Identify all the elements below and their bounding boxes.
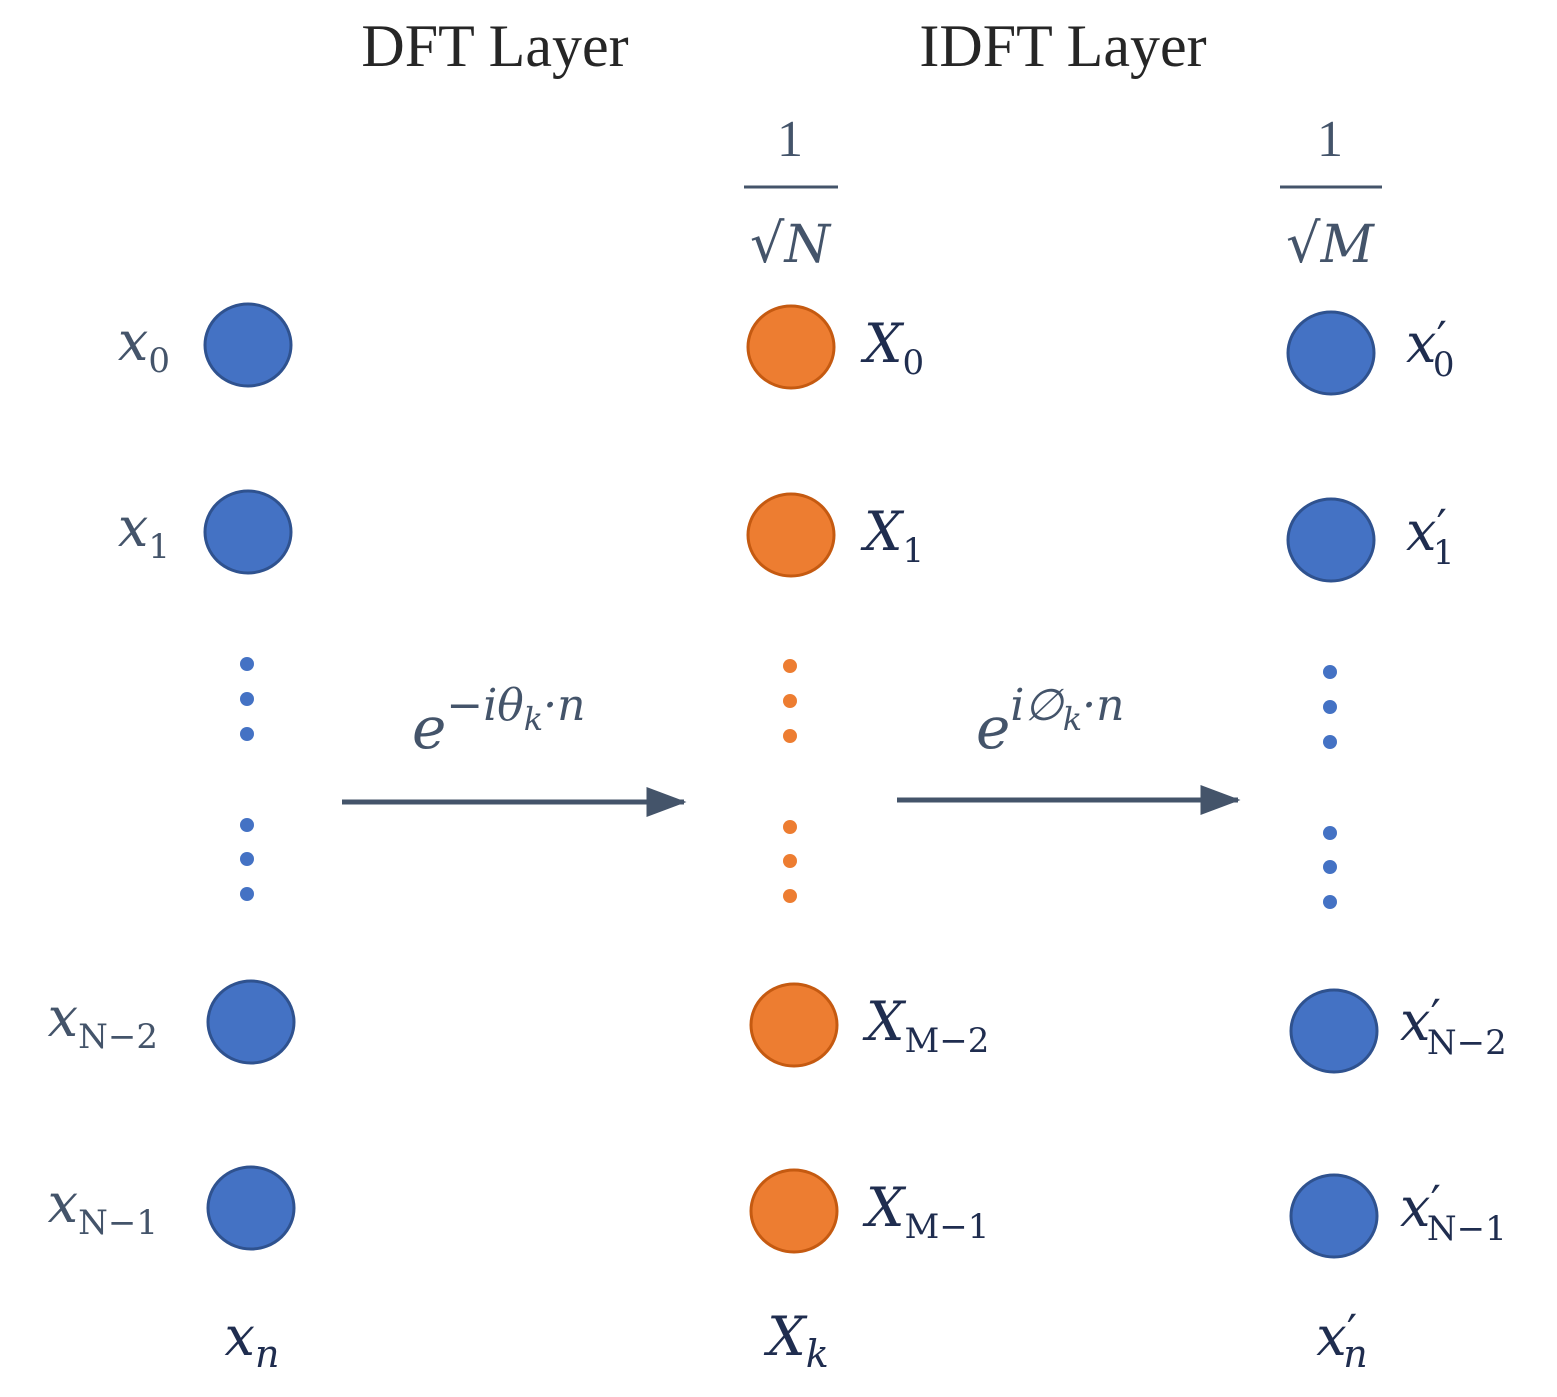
middle-column: X0 X1 XM−2 XM−1 Xk — [746, 304, 989, 1376]
input-label-n-minus-2: xN−2 — [48, 986, 158, 1057]
output-label-1: x′1 — [1406, 499, 1455, 573]
output-ellipsis-upper — [1323, 665, 1337, 749]
middle-ellipsis-upper — [783, 659, 797, 743]
input-label-n-minus-1: xN−1 — [48, 1172, 158, 1243]
input-node-n-minus-2 — [206, 979, 296, 1065]
middle-label-0: X0 — [860, 312, 924, 383]
scale-n-denominator: √N — [750, 212, 831, 275]
output-bottom-label: x′n — [1316, 1304, 1367, 1376]
middle-node-m-minus-2 — [749, 982, 839, 1068]
output-label-0: x′0 — [1406, 311, 1455, 385]
idft-transform: ei∅k·n — [897, 680, 1241, 815]
output-node-n-minus-2 — [1289, 988, 1379, 1074]
scale-factor-m: 1 √M — [1280, 111, 1382, 275]
dft-transform: e−iθk·n — [342, 680, 687, 817]
scale-n-numerator: 1 — [777, 111, 803, 168]
scale-n-radicand: N — [782, 215, 831, 275]
input-label-0: x0 — [118, 310, 170, 381]
middle-ellipsis-lower — [783, 820, 797, 903]
scale-m-radical: √ — [1286, 212, 1321, 275]
scale-m-denominator: √M — [1286, 212, 1375, 275]
output-label-n-minus-2: x′N−2 — [1400, 989, 1507, 1063]
dft-layer-title: DFT Layer — [361, 13, 628, 79]
input-ellipsis-upper — [240, 657, 254, 741]
input-ellipsis-lower — [240, 818, 254, 901]
input-node-1 — [203, 489, 293, 575]
input-node-0 — [203, 302, 293, 388]
dft-formula: e−iθk·n — [412, 680, 585, 762]
middle-node-m-minus-1 — [749, 1168, 839, 1254]
middle-label-m-minus-2: XM−2 — [862, 990, 989, 1061]
input-column: x0 x1 xN−2 xN−1 xn — [48, 302, 296, 1376]
middle-node-1 — [746, 492, 836, 578]
idft-formula: ei∅k·n — [976, 680, 1124, 762]
middle-label-m-minus-1: XM−1 — [862, 1176, 989, 1247]
input-node-n-minus-1 — [206, 1165, 296, 1251]
output-node-n-minus-1 — [1289, 1173, 1379, 1259]
output-node-0 — [1286, 310, 1376, 396]
middle-label-1: X1 — [860, 500, 924, 571]
middle-bottom-label: Xk — [763, 1305, 828, 1376]
middle-node-0 — [746, 304, 836, 390]
output-label-n-minus-1: x′N−1 — [1400, 1175, 1507, 1249]
output-column: x′0 x′1 x′N−2 x′N−1 x′n — [1286, 310, 1507, 1376]
scale-factor-n: 1 √N — [744, 111, 838, 275]
scale-m-numerator: 1 — [1317, 111, 1343, 168]
scale-n-radical: √ — [750, 212, 785, 275]
output-node-1 — [1286, 497, 1376, 583]
input-bottom-label: xn — [225, 1305, 280, 1376]
idft-layer-title: IDFT Layer — [919, 13, 1206, 79]
output-ellipsis-lower — [1323, 826, 1337, 909]
scale-m-radicand: M — [1320, 215, 1376, 275]
input-label-1: x1 — [118, 496, 170, 567]
